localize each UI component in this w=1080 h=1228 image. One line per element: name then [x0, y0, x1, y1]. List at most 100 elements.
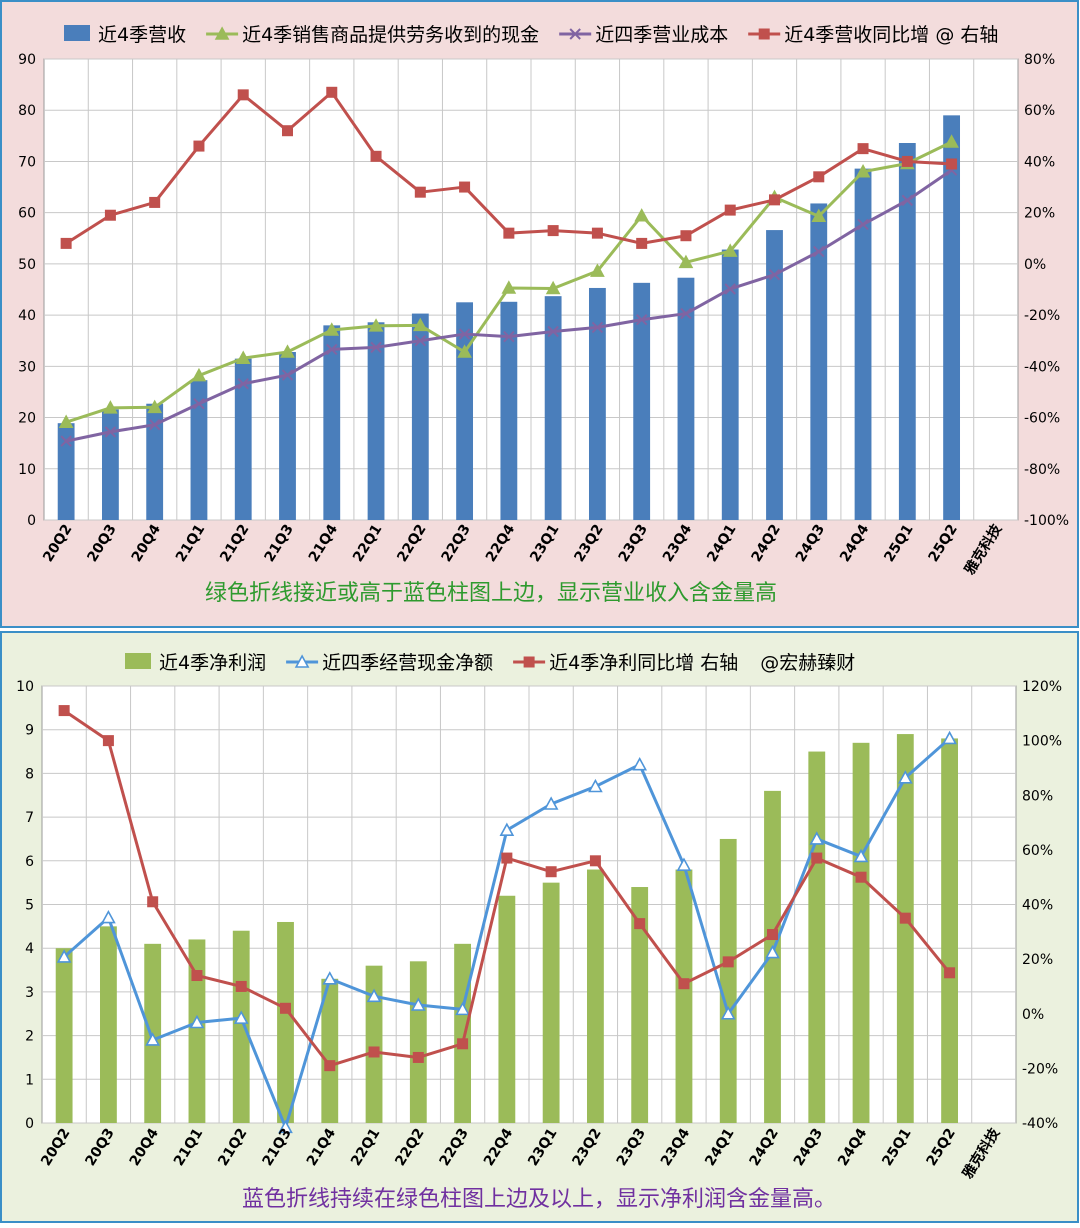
data-point	[635, 314, 648, 326]
data-point	[944, 134, 959, 148]
bar	[365, 965, 383, 1123]
y2-tick-label: 0%	[1024, 257, 1046, 273]
y2-tick-label: 0%	[1022, 1007, 1044, 1023]
bar	[146, 403, 164, 520]
data-point	[278, 1119, 293, 1134]
data-point	[459, 181, 471, 193]
data-point	[457, 344, 472, 358]
data-point	[191, 970, 203, 982]
data-point	[503, 330, 515, 343]
data-point	[855, 164, 871, 178]
data-point	[281, 369, 294, 381]
y-tick-label: 0	[25, 1116, 34, 1132]
bar	[321, 978, 339, 1123]
y2-tick-label: -60%	[1024, 411, 1060, 427]
data-point	[147, 896, 159, 908]
y2-tick-label: 60%	[1024, 103, 1055, 119]
data-point	[60, 435, 72, 447]
data-point	[56, 949, 72, 963]
y-tick-label: 6	[25, 854, 34, 870]
bar	[234, 358, 252, 520]
chart-panel-1: 0 10 20 30 40 50 60 70 80 90 -100% -80% -60% -40% -20%…	[0, 0, 1079, 628]
y2-tick-label: 120%	[1022, 679, 1062, 695]
data-point	[811, 208, 827, 223]
bar	[542, 882, 560, 1123]
bar	[810, 203, 828, 521]
data-point	[724, 283, 736, 295]
data-point	[189, 1014, 205, 1029]
data-point	[457, 1038, 469, 1050]
data-point	[368, 318, 384, 332]
data-point	[104, 426, 117, 438]
data-point	[501, 852, 513, 864]
y-tick-label: 40	[18, 308, 36, 324]
data-point	[235, 980, 247, 992]
y-tick-label: 8	[25, 766, 34, 782]
data-point	[855, 871, 867, 883]
data-point	[901, 194, 914, 207]
data-point	[634, 918, 646, 930]
legend-marker	[523, 656, 535, 668]
bar	[409, 961, 427, 1123]
legend-swatch	[125, 653, 151, 669]
bar	[677, 277, 695, 520]
y-tick-label: 5	[25, 898, 34, 914]
y-tick-label: 10	[16, 679, 34, 695]
bar	[766, 230, 783, 521]
bar	[277, 921, 294, 1123]
legend-label: 近4季净利同比增 右轴	[549, 652, 738, 674]
data-point	[547, 225, 559, 237]
y-tick-label: 70	[18, 154, 36, 170]
data-point	[458, 328, 471, 340]
legend-marker	[758, 28, 770, 40]
data-point	[545, 866, 557, 878]
chart-caption: 蓝色折线持续在绿色柱图上边及以上，显示净利润含金量高。	[242, 1187, 836, 1212]
data-point	[103, 400, 118, 414]
data-point	[499, 822, 515, 837]
data-point	[366, 988, 382, 1003]
legend-label: 近四季经营现金净额	[322, 652, 493, 674]
data-point	[724, 204, 736, 216]
bar	[55, 948, 73, 1123]
data-point	[326, 343, 338, 356]
y2-tick-label: 80%	[1022, 788, 1053, 804]
bar	[188, 939, 206, 1123]
bar	[498, 895, 516, 1123]
legend-marker	[294, 654, 310, 668]
y-tick-label: 9	[25, 723, 34, 739]
y-tick-label: 60	[18, 206, 36, 222]
y-tick-label: 3	[25, 985, 34, 1001]
y-tick-label: 90	[18, 52, 36, 68]
data-point	[191, 367, 207, 382]
data-point	[590, 263, 605, 277]
data-point	[634, 208, 650, 222]
bar	[633, 282, 651, 520]
bar	[544, 296, 562, 520]
data-point	[326, 86, 338, 98]
chart-panel-2: 0 1 2 3 4 5 6 7 8 9 10 -40% -20% 0% 20% 40% 60% 80% 100% 12…	[0, 631, 1079, 1223]
data-point	[280, 1002, 291, 1014]
data-point	[58, 414, 74, 428]
y-tick-label: 80	[18, 103, 36, 119]
data-point	[768, 268, 781, 281]
data-point	[412, 317, 428, 332]
bar	[588, 287, 606, 520]
data-point	[545, 280, 561, 295]
data-point	[60, 237, 72, 249]
data-point	[944, 967, 956, 979]
data-point	[412, 1051, 424, 1063]
bar	[943, 115, 961, 520]
y2-tick-label: -40%	[1022, 1116, 1058, 1132]
y-tick-label: 0	[27, 513, 36, 529]
legend-label: 近4季销售商品提供劳务收到的现金	[242, 24, 539, 46]
bar	[411, 313, 429, 520]
bar	[852, 742, 870, 1123]
data-point	[676, 857, 692, 871]
data-point	[58, 705, 70, 717]
legend: 近4季净利润 近四季经营现金净额 近4季净利同比增 右轴 @宏赫臻财	[125, 652, 855, 674]
bar	[500, 301, 518, 520]
data-point	[282, 125, 293, 137]
data-point	[767, 929, 778, 941]
data-point	[102, 735, 114, 747]
legend-label: 近4季净利润	[159, 652, 266, 674]
